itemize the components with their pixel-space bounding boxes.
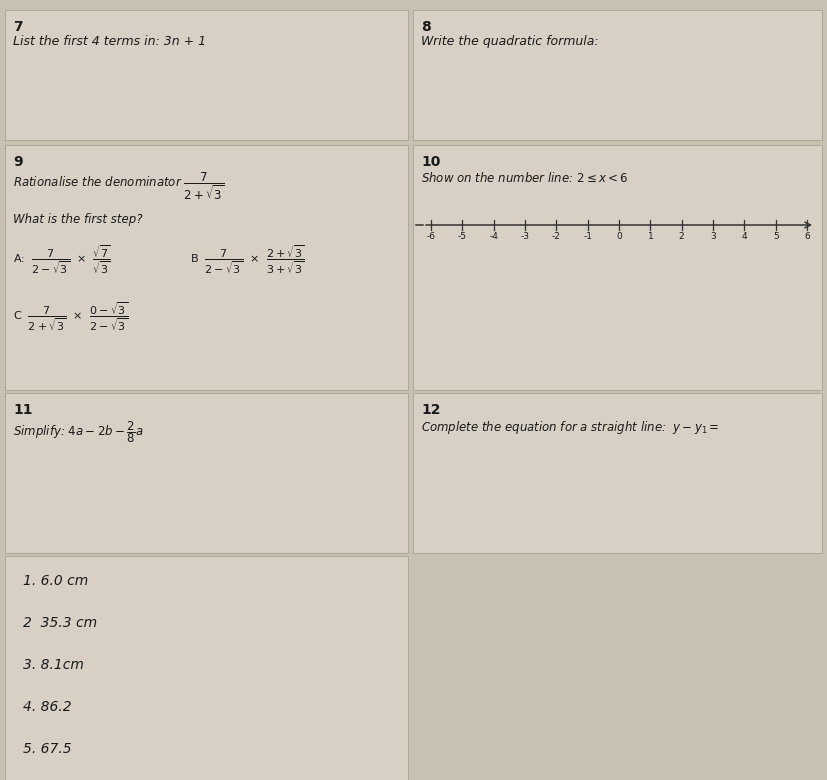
Text: 0: 0 xyxy=(616,232,622,241)
Text: 7: 7 xyxy=(13,20,22,34)
Text: 4: 4 xyxy=(742,232,747,241)
Text: B  $\dfrac{7}{2-\sqrt{3}}$  $\times$  $\dfrac{2+\sqrt{3}}{3+\sqrt{3}}$: B $\dfrac{7}{2-\sqrt{3}}$ $\times$ $\dfr… xyxy=(190,243,305,276)
Text: 2: 2 xyxy=(679,232,685,241)
Bar xyxy=(5,10,408,140)
Text: 11: 11 xyxy=(13,403,32,417)
Bar xyxy=(413,393,822,553)
Text: -1: -1 xyxy=(583,232,592,241)
Text: 1. 6.0 cm: 1. 6.0 cm xyxy=(23,574,88,588)
Text: 9: 9 xyxy=(13,155,22,169)
Text: Show on the number line: $2 \leq x < 6$: Show on the number line: $2 \leq x < 6$ xyxy=(421,171,629,185)
Bar xyxy=(413,145,822,390)
Text: 10: 10 xyxy=(421,155,440,169)
Text: -3: -3 xyxy=(520,232,529,241)
Text: Simplify: $4a - 2b - \dfrac{2}{8}a$: Simplify: $4a - 2b - \dfrac{2}{8}a$ xyxy=(13,419,144,445)
Text: Write the quadratic formula:: Write the quadratic formula: xyxy=(421,35,599,48)
Text: -5: -5 xyxy=(458,232,466,241)
Text: -6: -6 xyxy=(427,232,436,241)
Text: 2  35.3 cm: 2 35.3 cm xyxy=(23,616,97,630)
Text: C  $\dfrac{7}{2+\sqrt{3}}$  $\times$  $\dfrac{0-\sqrt{3}}{2-\sqrt{3}}$: C $\dfrac{7}{2+\sqrt{3}}$ $\times$ $\dfr… xyxy=(13,300,128,333)
Text: 6: 6 xyxy=(804,232,810,241)
Bar xyxy=(5,556,408,780)
Text: -2: -2 xyxy=(552,232,561,241)
Text: Complete the equation for a straight line:  $y - y_1 =$: Complete the equation for a straight lin… xyxy=(421,419,719,436)
Text: -4: -4 xyxy=(490,232,498,241)
Text: 5: 5 xyxy=(772,232,778,241)
Text: 12: 12 xyxy=(421,403,441,417)
Text: 5. 67.5: 5. 67.5 xyxy=(23,742,72,756)
Bar xyxy=(5,393,408,553)
Text: A:  $\dfrac{7}{2-\sqrt{3}}$  $\times$  $\dfrac{\sqrt{7}}{\sqrt{3}}$: A: $\dfrac{7}{2-\sqrt{3}}$ $\times$ $\df… xyxy=(13,243,111,276)
Text: 3: 3 xyxy=(710,232,716,241)
Text: 4. 86.2: 4. 86.2 xyxy=(23,700,72,714)
Bar xyxy=(5,145,408,390)
Text: Rationalise the denominator $\dfrac{7}{2+\sqrt{3}}$: Rationalise the denominator $\dfrac{7}{2… xyxy=(13,171,225,203)
Text: 8: 8 xyxy=(421,20,431,34)
Text: List the first 4 terms in: 3n + 1: List the first 4 terms in: 3n + 1 xyxy=(13,35,206,48)
Text: What is the first step?: What is the first step? xyxy=(13,213,142,226)
Text: 1: 1 xyxy=(648,232,653,241)
Text: 3. 8.1cm: 3. 8.1cm xyxy=(23,658,84,672)
Bar xyxy=(413,10,822,140)
